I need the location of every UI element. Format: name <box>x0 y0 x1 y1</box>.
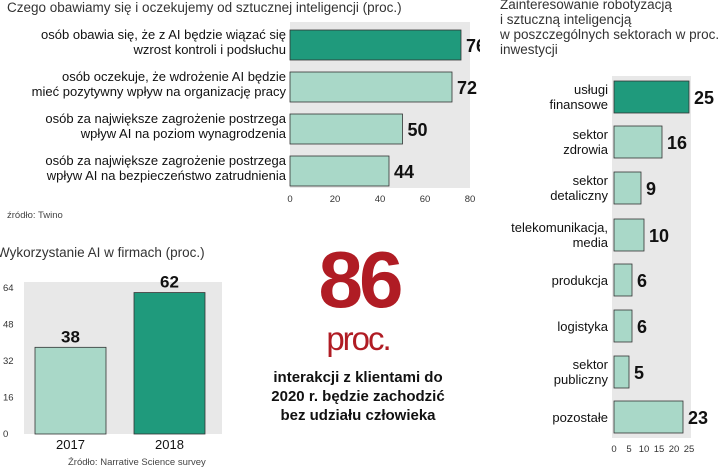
chart3-data-label: 9 <box>646 179 656 199</box>
chart3-category-label: sektor <box>573 357 609 372</box>
chart1-tick-label: 80 <box>465 194 476 205</box>
chart2-tick-label: 16 <box>3 393 14 404</box>
chart3-title-line: inwestycji <box>500 42 558 57</box>
chart2-category-label: 2018 <box>155 437 184 452</box>
chart3-tick-label: 15 <box>654 444 665 455</box>
chart2-bar <box>133 292 206 435</box>
chart1-bar <box>289 71 453 103</box>
callout-unit: proc. <box>326 320 391 357</box>
chart1-category-label: osób za największe zagrożenie postrzega <box>45 111 286 126</box>
chart1-category-label: wpływ AI na bezpieczeństwo zatrudnienia <box>46 168 287 183</box>
chart3-title-line: w poszczególnych sektorach w proc. <box>500 27 720 42</box>
chart1-category-label: osób za największe zagrożenie postrzega <box>45 153 286 168</box>
chart2-data-label: 38 <box>61 327 80 346</box>
chart3-tick-label: 10 <box>639 444 650 455</box>
chart3-data-label: 23 <box>688 408 708 428</box>
chart3-tick-label: 20 <box>669 444 680 455</box>
chart1-tick-label: 60 <box>420 194 431 205</box>
chart3-data-label: 6 <box>637 271 647 291</box>
chart3-bar <box>613 218 645 252</box>
chart1-source: źródło: Twino <box>7 210 63 221</box>
chart2-data-label: 62 <box>160 273 179 292</box>
chart1-data-label: 50 <box>408 120 428 140</box>
chart1-bar <box>289 113 403 145</box>
chart2-tick-label: 0 <box>3 429 8 440</box>
chart2-source: Źródło: Narrative Science survey <box>68 457 206 468</box>
chart3-category-label: usługi <box>574 82 608 97</box>
chart3-data-label: 10 <box>649 226 669 246</box>
chart3-category-label: pozostałe <box>552 410 608 425</box>
chart3-tick-label: 5 <box>626 444 631 455</box>
chart3-bar <box>613 171 642 205</box>
chart1-svg: 76 osób obawia się, że z AI będzie wiązać… <box>32 22 480 205</box>
chart1-category-label: wzrost kontroli i podsłuchu <box>133 42 286 57</box>
chart3-bar <box>613 309 633 343</box>
chart3-data-label: 16 <box>667 133 687 153</box>
chart1-tick-label: 40 <box>375 194 386 205</box>
chart2-category-label: 2017 <box>56 437 85 452</box>
chart1-tick-label: 0 <box>287 194 292 205</box>
callout-text: interakcji z klientami do 2020 r. będzie… <box>271 369 445 424</box>
chart2-svg: 0 16 32 48 64 38 2017 62 2018 <box>3 273 222 452</box>
chart3-category-label: zdrowia <box>563 142 609 157</box>
chart3-category-label: logistyka <box>557 319 608 334</box>
chart3-bar <box>613 125 663 159</box>
chart3-data-label: 25 <box>694 88 714 108</box>
chart3-title-line: Zainteresowanie robotyzacją <box>500 0 672 12</box>
chart3-category-label: telekomunikacja, <box>511 220 608 235</box>
chart1-data-label: 44 <box>394 162 414 182</box>
chart3-data-label: 6 <box>637 317 647 337</box>
chart3-title-line: i sztuczną inteligencją <box>500 12 632 27</box>
chart1-category-label: osób oczekuje, że wdrożenie AI będzie <box>62 69 286 84</box>
chart3-category-label: sektor <box>573 173 609 188</box>
chart1-data-label: 76 <box>466 36 480 56</box>
callout-number: 86 <box>318 235 404 324</box>
chart1-tick-label: 20 <box>330 194 341 205</box>
chart3-category-label: finansowe <box>549 97 608 112</box>
chart3-title: Zainteresowanie robotyzacją i sztuczną i… <box>500 0 720 57</box>
chart2-tick-label: 64 <box>3 283 14 294</box>
chart1-bar <box>289 29 462 61</box>
chart1-category-label: mieć pozytywny wpływ na organizację prac… <box>32 84 287 99</box>
chart3-svg: 25usługifinansowe16sektorzdrowia9sektord… <box>511 76 714 455</box>
chart2-tick-label: 32 <box>3 356 14 367</box>
chart3-bar <box>613 355 630 389</box>
chart3-category-label: produkcja <box>552 273 609 288</box>
chart3-bar <box>613 263 633 297</box>
chart3-data-label: 5 <box>634 363 644 383</box>
chart1-category-label: osób obawia się, że z AI będzie wiązać s… <box>41 27 286 42</box>
chart3-tick-label: 0 <box>611 444 616 455</box>
chart3-category-label: media <box>573 235 609 250</box>
chart1-bar <box>289 155 390 187</box>
chart1-title: Czego obawiamy się i oczekujemy od sztuc… <box>7 0 402 15</box>
chart1-category-label: wpływ AI na poziom wynagrodzenia <box>80 126 287 141</box>
chart3-category-label: sektor <box>573 127 609 142</box>
chart3-tick-label: 25 <box>684 444 695 455</box>
chart3-category-label: publiczny <box>554 372 609 387</box>
chart3-bar <box>613 400 684 434</box>
chart2-bar <box>34 346 107 435</box>
chart3-category-label: detaliczny <box>550 188 608 203</box>
chart2-tick-label: 48 <box>3 320 14 331</box>
chart2-title: Wykorzystanie AI w firmach (proc.) <box>0 245 205 260</box>
chart1-data-label: 72 <box>457 78 477 98</box>
chart3-bar <box>613 80 690 114</box>
